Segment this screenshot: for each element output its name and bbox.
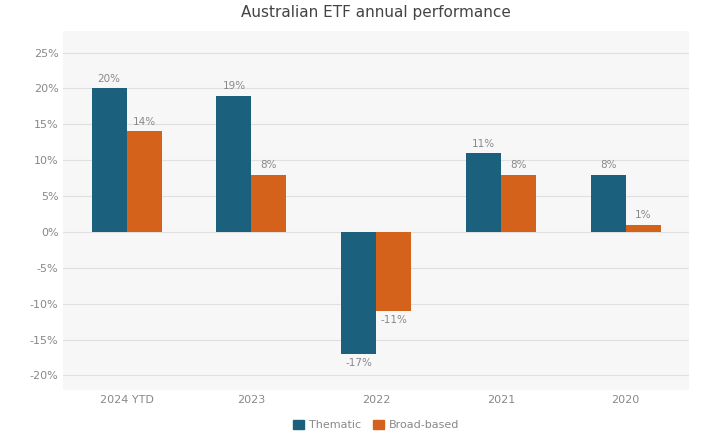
Text: 11%: 11% (472, 139, 495, 149)
Title: Australian ETF annual performance: Australian ETF annual performance (241, 5, 511, 20)
Bar (466, 153, 501, 232)
Bar (376, 232, 411, 311)
Text: 20%: 20% (98, 74, 121, 84)
Bar (626, 225, 661, 232)
Legend: Thematic, Broad-based: Thematic, Broad-based (288, 415, 464, 435)
Bar (252, 175, 286, 232)
Text: 8%: 8% (261, 160, 277, 170)
Text: 1%: 1% (635, 210, 651, 221)
Text: 14%: 14% (133, 117, 155, 127)
Text: 8%: 8% (510, 160, 527, 170)
Bar (91, 89, 127, 232)
Text: 19%: 19% (222, 82, 245, 91)
Text: -11%: -11% (380, 315, 407, 325)
Text: 8%: 8% (600, 160, 617, 170)
Text: -17%: -17% (345, 358, 372, 368)
Bar (501, 175, 536, 232)
Bar (341, 232, 376, 354)
Bar (217, 96, 252, 232)
Bar (127, 132, 162, 232)
Bar (591, 175, 626, 232)
